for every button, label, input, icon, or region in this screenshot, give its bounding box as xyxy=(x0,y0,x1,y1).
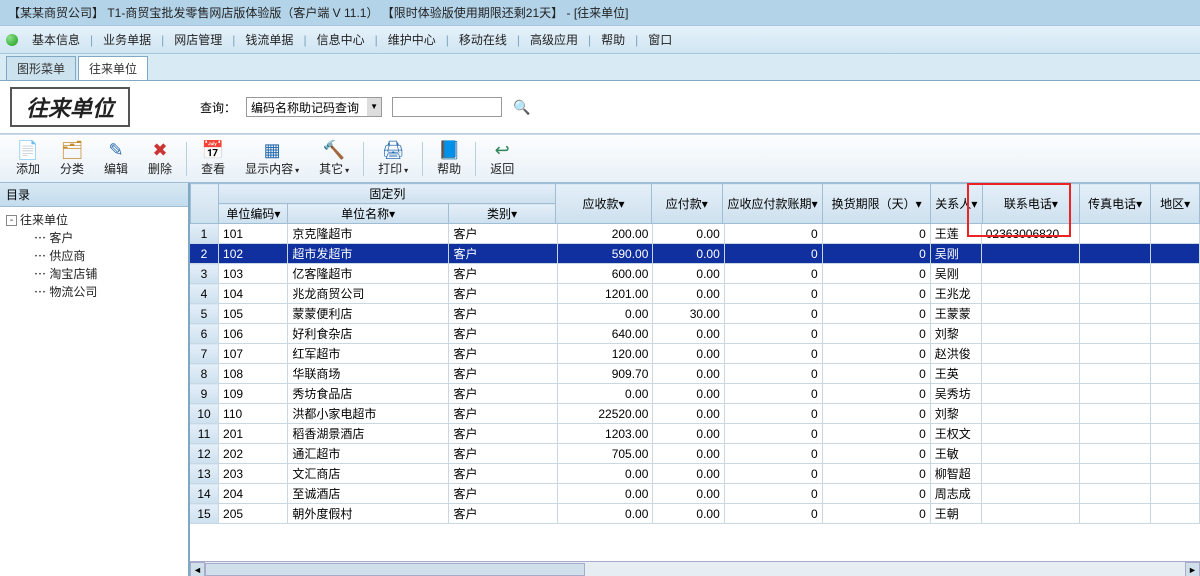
menu-8[interactable]: 帮助 xyxy=(593,29,633,50)
toolbtn-编辑[interactable]: ✎编辑 xyxy=(94,138,138,179)
main-area: 目录 -往来单位 ⋯ 客户⋯ 供应商⋯ 淘宝店铺⋯ 物流公司 固定列应收款▾应付… xyxy=(0,183,1200,576)
menu-3[interactable]: 钱流单据 xyxy=(237,29,301,50)
其它-icon: 🔨 xyxy=(323,140,345,160)
tree-child-3[interactable]: ⋯ 物流公司 xyxy=(6,283,182,301)
table-row[interactable]: 15205朝外度假村客户0.000.0000王朝 xyxy=(190,504,1200,524)
toolbtn-帮助[interactable]: 📘帮助 xyxy=(427,138,471,179)
menu-2[interactable]: 网店管理 xyxy=(166,29,230,50)
collapse-icon[interactable]: - xyxy=(6,215,17,226)
toolbtn-显示内容[interactable]: ▦显示内容▾ xyxy=(235,138,309,179)
col-cat[interactable]: 类别▾ xyxy=(448,204,556,224)
显示内容-icon: ▦ xyxy=(264,140,281,160)
search-icon[interactable]: 🔍 xyxy=(512,97,532,117)
toolbtn-其它[interactable]: 🔨其它▾ xyxy=(309,138,359,179)
tab-1[interactable]: 往来单位 xyxy=(78,56,148,80)
menu-7[interactable]: 高级应用 xyxy=(522,29,586,50)
table-row[interactable]: 2102超市发超市客户590.000.0000吴刚 xyxy=(190,244,1200,264)
filter-icon[interactable]: ▾ xyxy=(511,207,517,221)
col-recv[interactable]: 应收款▾ xyxy=(556,184,651,224)
table-row[interactable]: 8108华联商场客户909.700.0000王英 xyxy=(190,364,1200,384)
返回-icon: ↩ xyxy=(495,140,510,160)
tabbar: 图形菜单往来单位 xyxy=(0,54,1200,81)
highlight-box xyxy=(967,183,1071,237)
tree-child-1[interactable]: ⋯ 供应商 xyxy=(6,247,182,265)
search-label: 查询： xyxy=(200,99,236,116)
window-title: 【某某商贸公司】 T1-商贸宝批发零售网店版体验版（客户端 V 11.1） 【限… xyxy=(8,6,629,20)
table-row[interactable]: 12202通汇超市客户705.000.0000王敏 xyxy=(190,444,1200,464)
query-type-combo[interactable]: ▼ xyxy=(246,97,382,117)
fixed-cols-header: 固定列 xyxy=(219,184,556,204)
toolbtn-打印[interactable]: 🖨打印▾ xyxy=(368,138,418,179)
table-row[interactable]: 13203文汇商店客户0.000.0000柳智超 xyxy=(190,464,1200,484)
col-region[interactable]: 地区▾ xyxy=(1151,184,1200,224)
chevron-down-icon[interactable]: ▼ xyxy=(367,98,381,116)
tree-child-0[interactable]: ⋯ 客户 xyxy=(6,229,182,247)
filter-icon[interactable]: ▾ xyxy=(812,197,818,211)
toolbtn-删除[interactable]: ✖删除 xyxy=(138,138,182,179)
tree-child-2[interactable]: ⋯ 淘宝店铺 xyxy=(6,265,182,283)
table-row[interactable]: 9109秀坊食品店客户0.000.0000吴秀坊 xyxy=(190,384,1200,404)
tree-panel: 目录 -往来单位 ⋯ 客户⋯ 供应商⋯ 淘宝店铺⋯ 物流公司 xyxy=(0,183,190,576)
toolbar: 📄添加🗂分类✎编辑✖删除📅查看▦显示内容▾🔨其它▾🖨打印▾📘帮助↩返回 xyxy=(0,134,1200,183)
编辑-icon: ✎ xyxy=(108,140,123,160)
menu-6[interactable]: 移动在线 xyxy=(451,29,515,50)
col-swap[interactable]: 换货期限（天）▾ xyxy=(823,184,931,224)
menu-0[interactable]: 基本信息 xyxy=(24,29,88,50)
menubar: 基本信息|业务单据|网店管理|钱流单据|信息中心|维护中心|移动在线|高级应用|… xyxy=(0,25,1200,54)
打印-icon: 🖨 xyxy=(382,140,405,160)
tree: -往来单位 ⋯ 客户⋯ 供应商⋯ 淘宝店铺⋯ 物流公司 xyxy=(0,207,188,305)
table-row[interactable]: 3103亿客隆超市客户600.000.0000吴刚 xyxy=(190,264,1200,284)
scroll-right-icon[interactable]: ► xyxy=(1185,562,1200,576)
filter-icon[interactable]: ▾ xyxy=(619,197,625,211)
table-row[interactable]: 14204至诚酒店客户0.000.0000周志成 xyxy=(190,484,1200,504)
filter-icon[interactable]: ▾ xyxy=(916,197,922,211)
filter-icon[interactable]: ▾ xyxy=(389,207,395,221)
filter-icon[interactable]: ▾ xyxy=(702,197,708,211)
horizontal-scrollbar[interactable]: ◄ ► xyxy=(190,561,1200,576)
tree-root[interactable]: -往来单位 xyxy=(6,211,182,229)
scroll-track[interactable] xyxy=(205,562,1185,576)
toolbtn-添加[interactable]: 📄添加 xyxy=(6,138,50,179)
table-row[interactable]: 10110洪都小家电超市客户22520.000.0000刘黎 xyxy=(190,404,1200,424)
menu-1[interactable]: 业务单据 xyxy=(95,29,159,50)
删除-icon: ✖ xyxy=(153,140,168,160)
filter-icon[interactable]: ▾ xyxy=(1184,197,1190,211)
col-name[interactable]: 单位名称▾ xyxy=(288,204,448,224)
tab-0[interactable]: 图形菜单 xyxy=(6,56,76,80)
table-row[interactable]: 7107红军超市客户120.000.0000赵洪俊 xyxy=(190,344,1200,364)
col-fax[interactable]: 传真电话▾ xyxy=(1080,184,1151,224)
查看-icon: 📅 xyxy=(202,140,224,160)
scroll-thumb[interactable] xyxy=(205,563,585,576)
table-row[interactable]: 6106好利食杂店客户640.000.0000刘黎 xyxy=(190,324,1200,344)
tree-header: 目录 xyxy=(0,183,188,207)
app-icon xyxy=(6,34,18,46)
col-period[interactable]: 应收应付款账期▾ xyxy=(722,184,823,224)
page-title: 往来单位 xyxy=(10,87,130,127)
menu-4[interactable]: 信息中心 xyxy=(309,29,373,50)
table-row[interactable]: 5105蒙蒙便利店客户0.0030.0000王蒙蒙 xyxy=(190,304,1200,324)
header-row: 往来单位 查询： ▼ 🔍 xyxy=(0,81,1200,134)
toolbtn-分类[interactable]: 🗂分类 xyxy=(50,138,94,179)
col-pay[interactable]: 应付款▾ xyxy=(651,184,722,224)
toolbtn-查看[interactable]: 📅查看 xyxy=(191,138,235,179)
window-titlebar: 【某某商贸公司】 T1-商贸宝批发零售网店版体验版（客户端 V 11.1） 【限… xyxy=(0,0,1200,25)
scroll-left-icon[interactable]: ◄ xyxy=(190,562,205,576)
data-grid[interactable]: 固定列应收款▾应付款▾应收应付款账期▾换货期限（天）▾关系人▾联系电话▾传真电话… xyxy=(190,183,1200,576)
menu-5[interactable]: 维护中心 xyxy=(380,29,444,50)
search-input[interactable] xyxy=(392,97,502,117)
toolbtn-返回[interactable]: ↩返回 xyxy=(480,138,524,179)
menu-9[interactable]: 窗口 xyxy=(640,29,680,50)
table-row[interactable]: 11201稻香湖景酒店客户1203.000.0000王权文 xyxy=(190,424,1200,444)
分类-icon: 🗂 xyxy=(61,140,84,160)
filter-icon[interactable]: ▾ xyxy=(1136,197,1142,211)
table-row[interactable]: 4104兆龙商贸公司客户1201.000.0000王兆龙 xyxy=(190,284,1200,304)
filter-icon[interactable]: ▾ xyxy=(274,207,280,221)
添加-icon: 📄 xyxy=(17,140,39,160)
col-code[interactable]: 单位编码▾ xyxy=(219,204,288,224)
帮助-icon: 📘 xyxy=(438,140,460,160)
query-type-input[interactable] xyxy=(247,98,367,116)
